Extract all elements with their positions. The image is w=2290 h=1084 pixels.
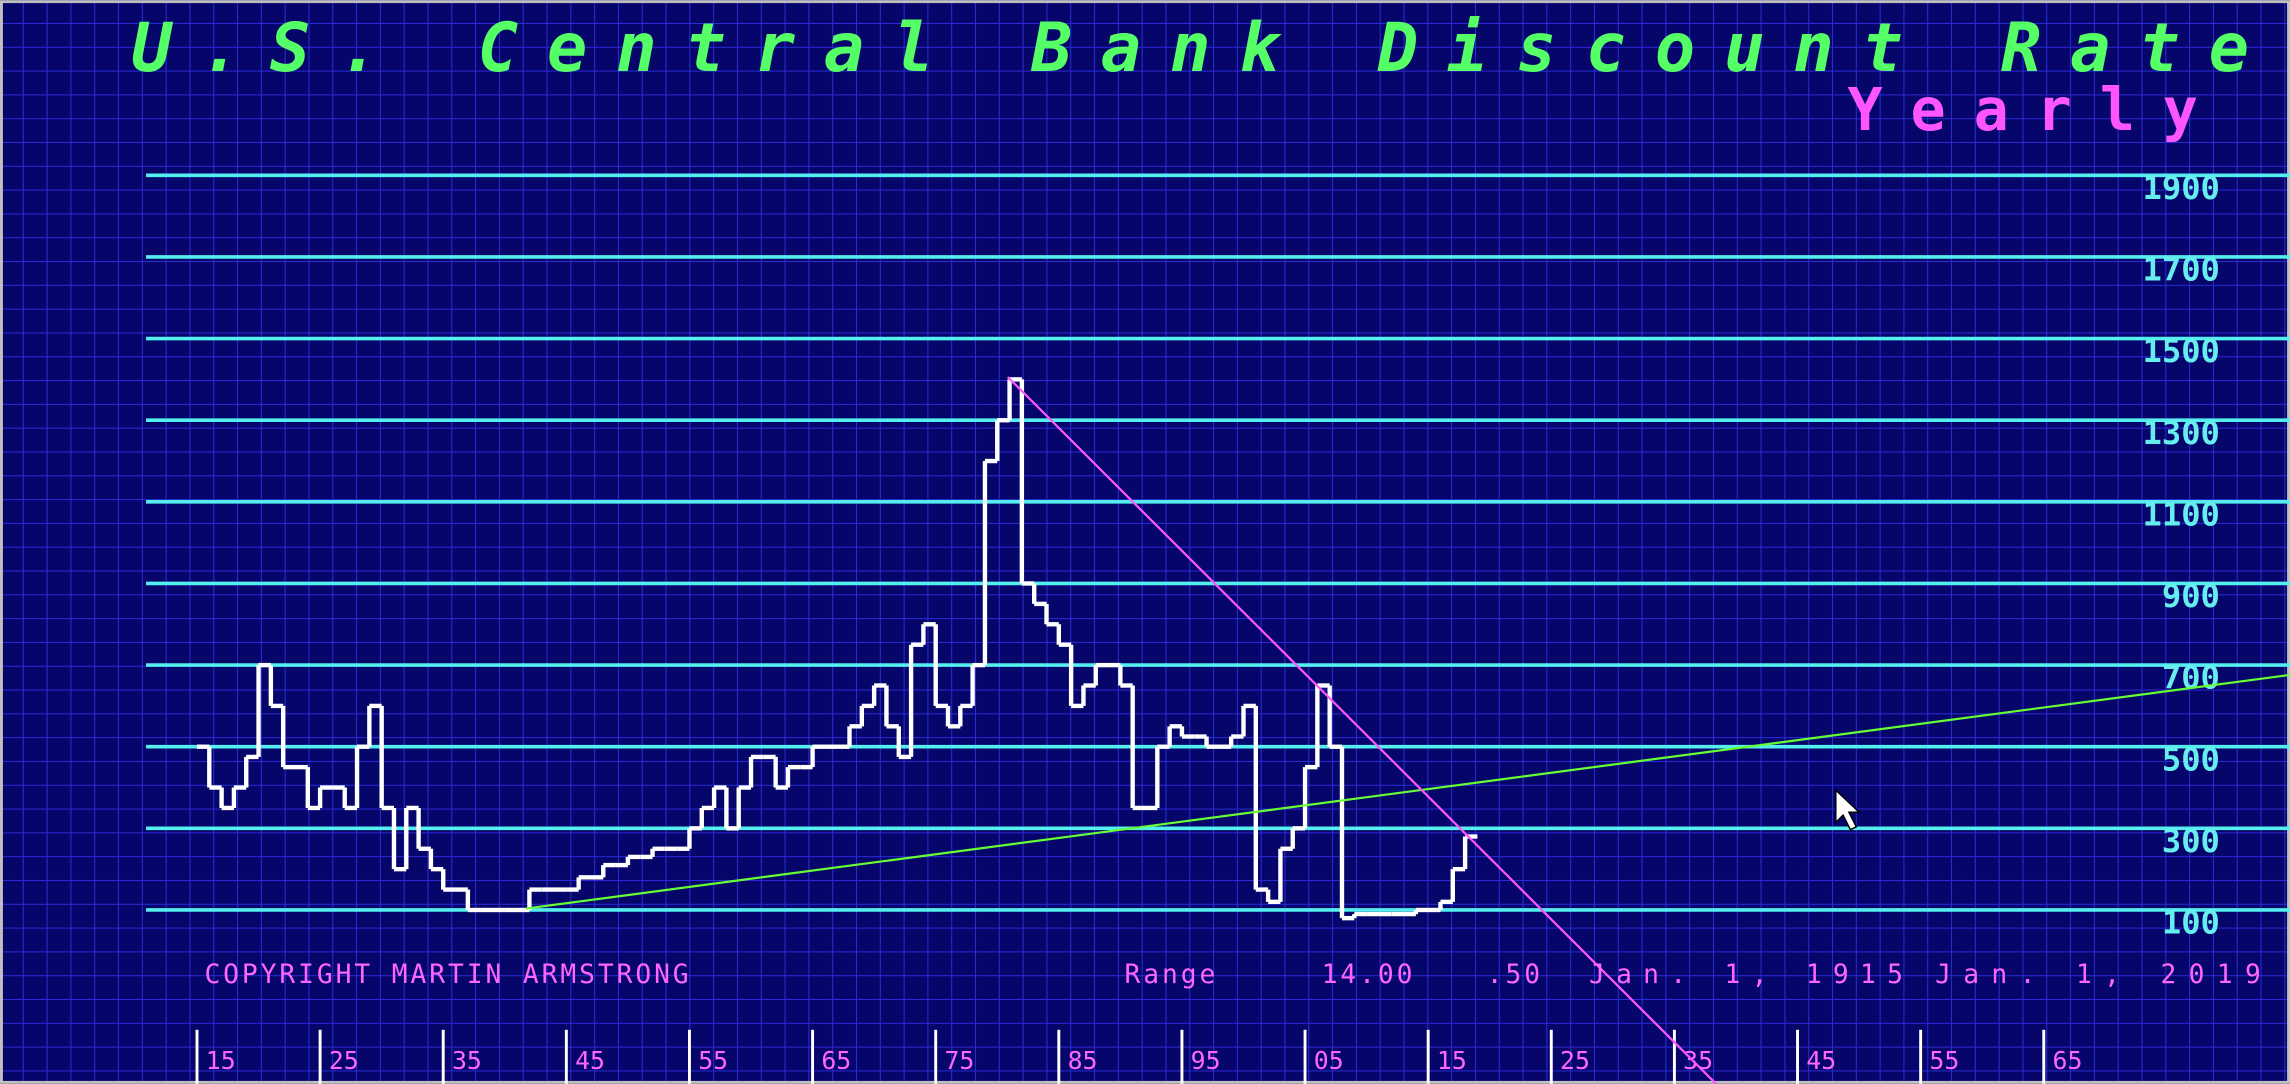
x-tick-label: 15 xyxy=(206,1046,236,1075)
trend-line xyxy=(1006,376,1717,1084)
range-high: 14.00 xyxy=(1322,960,1416,990)
x-tick-label: 85 xyxy=(1068,1046,1098,1075)
x-tick-label: 55 xyxy=(698,1046,728,1075)
range-low: .50 xyxy=(1487,960,1543,990)
x-tick-label: 35 xyxy=(452,1046,482,1075)
y-tick-label: 1300 xyxy=(2143,414,2220,452)
range-label: Range xyxy=(1125,960,1219,990)
y-tick-label: 500 xyxy=(2162,740,2220,778)
y-tick-label: 900 xyxy=(2162,577,2220,615)
x-tick-label: 05 xyxy=(1314,1046,1344,1075)
x-tick-label: 65 xyxy=(821,1046,851,1075)
x-tick-label: 15 xyxy=(1437,1046,1467,1075)
mouse-cursor xyxy=(1835,788,1862,831)
y-tick-label: 300 xyxy=(2162,822,2220,860)
y-tick-label: 1700 xyxy=(2143,251,2220,289)
y-tick-label: 100 xyxy=(2162,904,2220,942)
y-tick-label: 1500 xyxy=(2143,332,2220,370)
chart-title: U.S. Central Bank Discount Rate xyxy=(131,9,2249,87)
y-tick-label: 1900 xyxy=(2143,169,2220,207)
trend-line xyxy=(525,673,2290,910)
x-tick-label: 65 xyxy=(2053,1046,2083,1075)
x-tick-label: 75 xyxy=(944,1046,974,1075)
x-tick-label: 45 xyxy=(1806,1046,1836,1075)
copyright: COPYRIGHT MARTIN ARMSTRONG xyxy=(204,960,691,990)
y-tick-label: 1100 xyxy=(2143,495,2220,533)
x-tick-label: 25 xyxy=(329,1046,359,1075)
x-tick-label: 35 xyxy=(1683,1046,1713,1075)
x-tick-label: 25 xyxy=(1560,1046,1590,1075)
x-tick-label: 55 xyxy=(1929,1046,1959,1075)
x-tick-label: 95 xyxy=(1191,1046,1221,1075)
x-tick-label: 45 xyxy=(575,1046,605,1075)
